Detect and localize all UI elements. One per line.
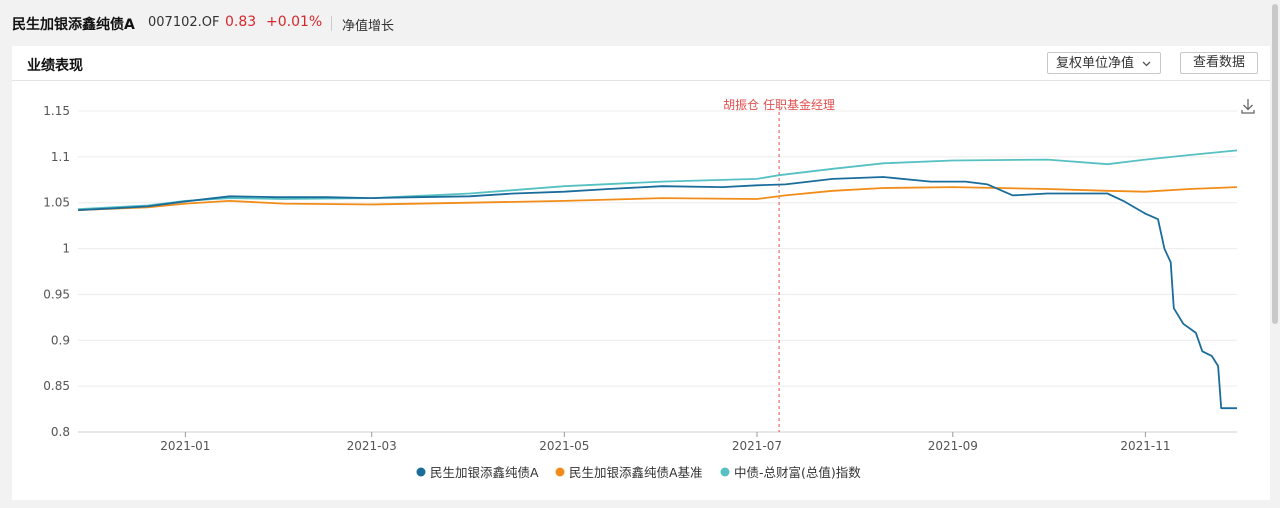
performance-panel: 业绩表现 复权单位净值 查看数据 — [12, 46, 1272, 500]
legend-marker-2 — [555, 467, 565, 477]
nav-type-dropdown[interactable]: 复权单位净值 — [1047, 52, 1161, 74]
x-tick-label: 2021-07 — [732, 439, 782, 453]
x-tick-label: 2021-11 — [1120, 439, 1170, 453]
panel-title: 业绩表现 — [27, 58, 83, 74]
series-lines — [77, 149, 1238, 410]
y-tick-label: 1 — [62, 242, 70, 256]
y-axis-ticks: 0.8 0.85 0.9 0.95 1 1.05 1.1 1.15 — [43, 104, 70, 439]
metric-tab[interactable]: 净值增长 — [342, 19, 395, 34]
y-tick-label: 0.85 — [43, 379, 70, 393]
fund-change-percent: +0.01% — [266, 14, 323, 30]
y-tick-label: 1.05 — [43, 196, 70, 210]
legend-label-1: 民生加银添鑫纯债A — [430, 465, 539, 480]
download-icon[interactable] — [1241, 99, 1255, 114]
page-scrollbar[interactable] — [1270, 0, 1280, 508]
legend-label-3: 中债-总财富(总值)指数 — [734, 465, 861, 480]
fund-code: 007102.OF — [148, 15, 220, 30]
y-tick-label: 1.1 — [51, 150, 70, 164]
y-tick-label: 0.9 — [51, 333, 70, 347]
y-tick-label: 0.8 — [51, 425, 70, 439]
chart-grid — [78, 110, 1237, 433]
fund-name: 民生加银添鑫纯债A — [12, 17, 135, 33]
x-tick-label: 2021-09 — [928, 439, 978, 453]
fund-nav-value: 0.83 — [225, 14, 257, 30]
legend-marker-3 — [720, 467, 730, 477]
header-divider — [331, 16, 332, 31]
annotation-label: 胡振仓 任职基金经理 — [723, 97, 835, 112]
manager-annotation: 胡振仓 任职基金经理 — [723, 97, 835, 432]
view-data-button[interactable]: 查看数据 — [1180, 52, 1258, 74]
panel-header: 业绩表现 复权单位净值 查看数据 — [12, 46, 1272, 81]
x-tick-label: 2021-03 — [347, 439, 397, 453]
chart-legend: 民生加银添鑫纯债A 民生加银添鑫纯债A基准 中债-总财富(总值)指数 — [416, 465, 861, 480]
fund-header: 民生加银添鑫纯债A 007102.OF 0.83 +0.01% 净值增长 — [0, 0, 1280, 46]
series-line-1 — [77, 176, 1237, 410]
chevron-down-icon — [1141, 53, 1152, 83]
series-line-3 — [77, 149, 1238, 210]
y-tick-label: 1.15 — [43, 104, 70, 118]
y-tick-label: 0.95 — [43, 287, 70, 301]
scrollbar-thumb[interactable] — [1272, 4, 1278, 324]
x-tick-label: 2021-05 — [539, 439, 589, 453]
x-axis-ticks: 2021-01 2021-03 2021-05 2021-07 2021-09 2021-… — [160, 432, 1170, 453]
x-tick-label: 2021-01 — [160, 439, 210, 453]
dropdown-label: 复权单位净值 — [1056, 56, 1135, 71]
legend-marker-1 — [416, 467, 426, 477]
series-line-2 — [77, 186, 1238, 211]
legend-label-2: 民生加银添鑫纯债A基准 — [569, 465, 703, 480]
